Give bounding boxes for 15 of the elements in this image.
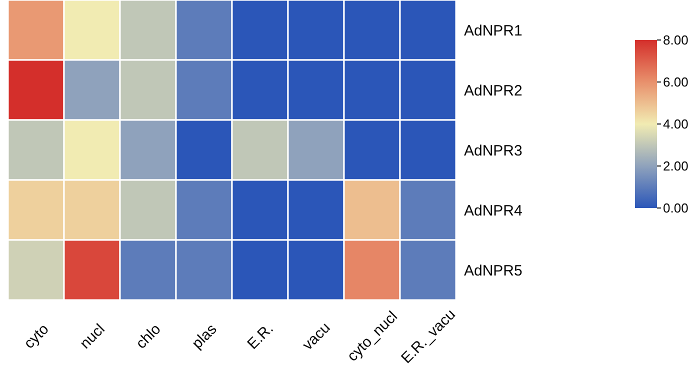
x-tick-label: E.R. [244, 320, 277, 353]
y-tick-label: AdNPR2 [464, 82, 522, 100]
x-tick-label: vacu [299, 319, 334, 354]
x-tick-label: cyto [20, 320, 52, 352]
color-bar-label: 0.00 [663, 200, 688, 216]
x-tick-label: chlo [132, 320, 164, 352]
color-bar-label: 6.00 [663, 74, 688, 90]
y-tick-label: AdNPR4 [464, 202, 522, 220]
color-bar-label: 8.00 [663, 32, 688, 48]
x-tick-label: plas [188, 320, 220, 352]
color-bar-label: 4.00 [663, 116, 688, 132]
y-tick-label: AdNPR3 [464, 142, 522, 160]
color-bar-label: 2.00 [663, 158, 688, 174]
y-tick-label: AdNPR5 [464, 262, 522, 280]
y-tick-label: AdNPR1 [464, 22, 522, 40]
